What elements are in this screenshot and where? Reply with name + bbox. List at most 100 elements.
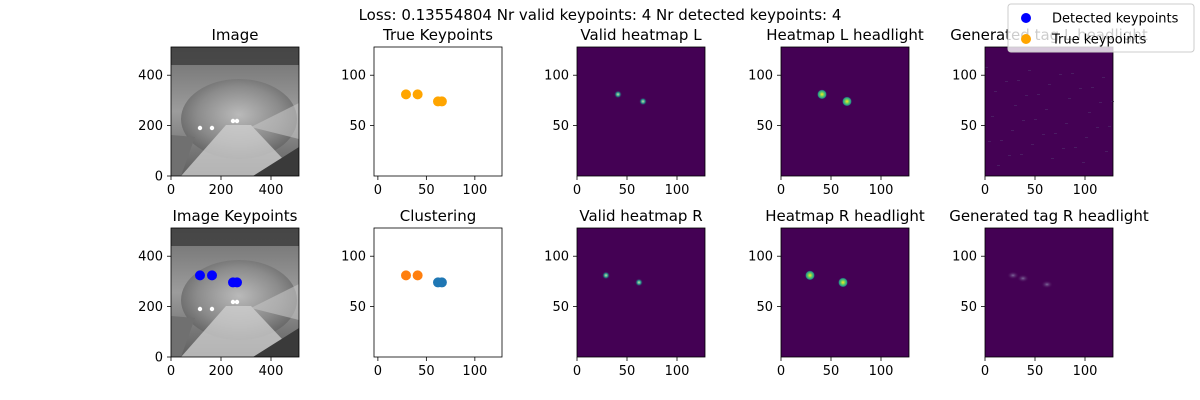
heatmap-noise [1062, 148, 1065, 149]
photo-road [181, 125, 299, 176]
heatmap-noise [1042, 134, 1045, 135]
heatmap-noise [988, 141, 991, 142]
plot-area [374, 47, 502, 176]
y-tick-label: 100 [544, 69, 569, 84]
heatmap-background [577, 47, 705, 176]
heatmap-noise [1028, 70, 1031, 71]
x-tick-label: 100 [869, 183, 894, 198]
heatmap-noise [1011, 130, 1014, 131]
heatmap-noise [1079, 88, 1082, 89]
photo-fog [181, 260, 297, 340]
y-tick-label: 0 [155, 170, 163, 185]
x-tick-label: 200 [209, 364, 234, 379]
x-tick-label: 100 [665, 364, 690, 379]
photo-verge [253, 328, 299, 357]
x-tick-label: 50 [1027, 364, 1044, 379]
x-tick-label: 0 [777, 364, 785, 379]
y-tick-label: 50 [960, 300, 977, 315]
y-tick-label: 100 [341, 69, 366, 84]
photo-headlight [234, 118, 240, 124]
heatmap-noise [1071, 73, 1074, 74]
heatmap-noise [1017, 80, 1020, 81]
axes-frame [780, 227, 910, 358]
subplot-title: Valid heatmap R [579, 207, 702, 225]
data-point [195, 270, 205, 281]
photo-headlight [209, 306, 215, 312]
photo-left-shoulder [171, 135, 195, 176]
heatmap-noise [1005, 81, 1008, 82]
heatmap-peak [635, 278, 643, 287]
heatmap-noise [1054, 133, 1057, 134]
subplot-title: True Keypoints [382, 26, 493, 44]
x-tick-label: 0 [981, 364, 989, 379]
axes-frame [780, 46, 910, 177]
heatmap-noise [1091, 87, 1094, 88]
y-tick-label: 50 [349, 300, 366, 315]
heatmap-noise [1082, 162, 1085, 163]
heatmap-noise [1096, 127, 1099, 128]
subplot-title: Heatmap R headlight [765, 207, 925, 225]
photo-treeline [171, 228, 299, 246]
x-tick-label: 200 [209, 183, 234, 198]
photo-headlight [234, 299, 240, 305]
heatmap-noise [1105, 151, 1108, 152]
photo-fog [181, 79, 297, 159]
data-point [232, 277, 242, 288]
x-tick-label: 0 [167, 183, 175, 198]
photo-headlight [209, 125, 215, 131]
heatmap-noise [1085, 137, 1088, 138]
data-point [207, 270, 217, 281]
y-tick-label: 100 [952, 69, 977, 84]
subplot-title: Clustering [400, 207, 476, 225]
x-tick-label: 100 [1073, 364, 1098, 379]
photo-headlight [230, 299, 236, 305]
subplot: Generated tag R headlight 0 50 100 50 100 [949, 207, 1149, 379]
subplot: Heatmap L headlight 0 50 100 50 100 [748, 26, 924, 198]
x-tick-label: 0 [981, 183, 989, 198]
subplot: Image Keypoints 0 200 400 0 200 400 [138, 207, 300, 379]
photo-verge [253, 147, 299, 176]
axes-frame [576, 46, 706, 177]
photo-guardrail [251, 103, 299, 139]
heatmap-background [781, 228, 909, 357]
heatmap-noise [1051, 158, 1054, 159]
heatmap-noise [1045, 109, 1048, 110]
photo-guardrail [251, 284, 299, 320]
x-tick-label: 0 [573, 364, 581, 379]
y-tick-label: 50 [756, 300, 773, 315]
x-tick-label: 50 [823, 183, 840, 198]
heatmap-noise [1048, 84, 1051, 85]
heatmap-background [985, 228, 1113, 357]
heatmap-peak [639, 97, 647, 106]
x-tick-label: 0 [374, 364, 382, 379]
photo-left-shoulder [171, 316, 195, 357]
x-tick-label: 100 [462, 364, 487, 379]
heatmap-background [781, 47, 909, 176]
heatmap-background [577, 228, 705, 357]
x-tick-label: 100 [1073, 183, 1098, 198]
heatmap-noise [1074, 147, 1077, 148]
heatmap-noise [1088, 112, 1091, 113]
x-tick-label: 50 [418, 183, 435, 198]
data-point [436, 277, 447, 288]
subplot-title: Valid heatmap L [580, 26, 702, 44]
subplot-grid: Image 0 200 400 0 200 400 True Keypoints 0 50 100 5… [138, 26, 1149, 379]
x-tick-label: 0 [777, 183, 785, 198]
heatmap-noise [1014, 105, 1017, 106]
photo-headlight [197, 306, 203, 312]
heatmap-noise [1022, 120, 1025, 121]
photo-road [181, 306, 299, 357]
legend-label-true: True keypoints [1051, 33, 1147, 48]
y-tick-label: 50 [756, 119, 773, 134]
subplot-title: Image Keypoints [172, 207, 297, 225]
heatmap-background [985, 47, 1113, 176]
y-tick-label: 50 [552, 300, 569, 315]
heatmap-peak [614, 90, 622, 99]
heatmap-noise [991, 116, 994, 117]
y-tick-label: 200 [138, 300, 163, 315]
x-tick-label: 50 [619, 364, 636, 379]
x-tick-label: 50 [418, 364, 435, 379]
x-tick-label: 0 [167, 364, 175, 379]
subplot-title: Generated tag R headlight [949, 207, 1149, 225]
heatmap-noise [1034, 119, 1037, 120]
